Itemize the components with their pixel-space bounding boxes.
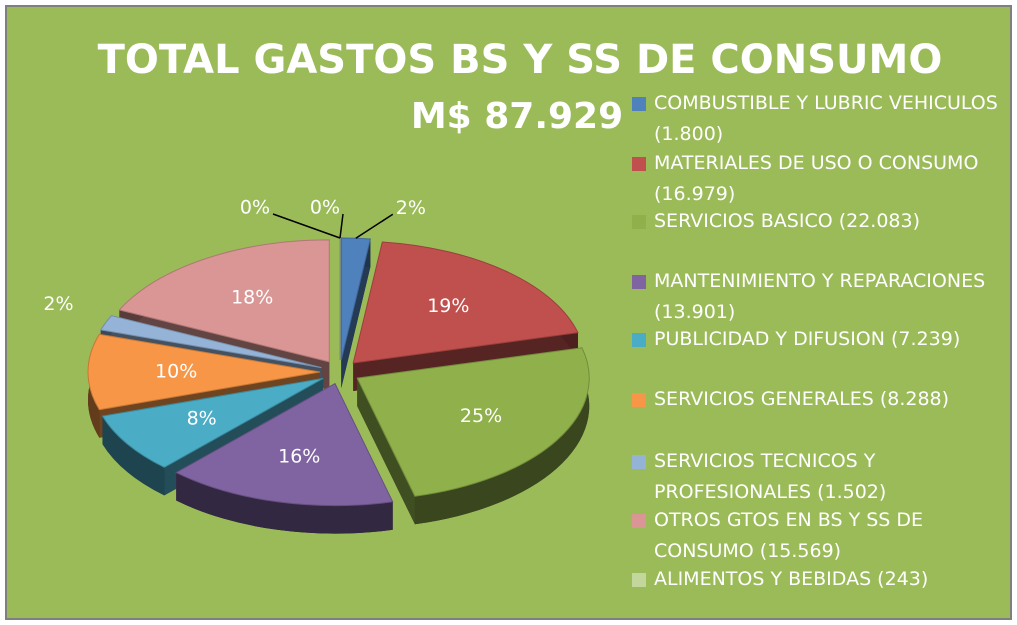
legend-entry: SERVICIOS GENERALES (8.288) [630, 384, 1005, 415]
legend-entry: ALIMENTOS Y BEBIDAS (243) [630, 564, 1005, 595]
legend-label: MATERIALES DE USO O CONSUMO (16.979) [654, 152, 979, 205]
legend-swatch [632, 455, 646, 469]
data-label: 2% [396, 197, 426, 219]
data-label: 0% [310, 197, 340, 219]
legend-swatch [632, 573, 646, 587]
chart-title: TOTAL GASTOS BS Y SS DE CONSUMO [98, 37, 943, 83]
legend-swatch [632, 97, 646, 111]
legend-entry: MANTENIMIENTO Y REPARACIONES (13.901) [630, 266, 1005, 328]
data-label: 19% [427, 295, 469, 317]
data-label: 10% [155, 361, 197, 383]
legend-label: ALIMENTOS Y BEBIDAS (243) [654, 568, 929, 590]
legend-swatch [632, 275, 646, 289]
legend-entry: SERVICIOS TECNICOS Y PROFESIONALES (1.50… [630, 446, 1005, 508]
data-label: 8% [187, 407, 217, 429]
legend-label: OTROS GTOS EN BS Y SS DE CONSUMO (15.569… [654, 509, 924, 562]
legend-label: SERVICIOS BASICO (22.083) [654, 210, 921, 232]
legend-entry: COMBUSTIBLE Y LUBRIC VEHICULOS (1.800) [630, 88, 1005, 150]
slice-group [175, 382, 394, 534]
legend-label: MANTENIMIENTO Y REPARACIONES (13.901) [654, 270, 986, 323]
data-label: 0% [240, 197, 270, 219]
legend-label: SERVICIOS GENERALES (8.288) [654, 388, 950, 410]
slice-cut [341, 238, 371, 389]
data-label: 18% [231, 287, 273, 309]
legend-swatch [632, 514, 646, 528]
legend-label: SERVICIOS TECNICOS Y PROFESIONALES (1.50… [654, 450, 887, 503]
data-label: 16% [278, 445, 320, 467]
slice [101, 377, 324, 468]
legend-entry: MATERIALES DE USO O CONSUMO (16.979) [630, 148, 1005, 210]
legend-label: COMBUSTIBLE Y LUBRIC VEHICULOS (1.800) [654, 92, 998, 145]
pie: 2% 19% 25% 16% 8% 10% 2% 18% 0% 0% [43, 197, 590, 534]
slice-side [414, 347, 590, 525]
slice-group [356, 347, 590, 525]
legend-label: PUBLICIDAD Y DIFUSION (7.239) [654, 328, 961, 350]
leader-line [272, 213, 341, 239]
leader-line [339, 213, 344, 239]
slice [175, 382, 394, 507]
legend-swatch [632, 215, 646, 229]
leader-line [355, 213, 394, 239]
legend-swatch [632, 333, 646, 347]
slice-cut [357, 378, 415, 525]
slice [99, 315, 322, 369]
slice [118, 239, 330, 363]
data-label: 2% [43, 293, 73, 315]
legend-entry: SERVICIOS BASICO (22.083) [630, 206, 1005, 237]
slice [340, 237, 371, 361]
legend-swatch [632, 157, 646, 171]
legend-swatch [632, 393, 646, 407]
slice [356, 347, 590, 497]
slice [352, 241, 579, 364]
legend-entry: PUBLICIDAD Y DIFUSION (7.239) [630, 324, 1005, 355]
slice-group [340, 237, 371, 389]
legend-entry: OTROS GTOS EN BS Y SS DE CONSUMO (15.569… [630, 505, 1005, 567]
slice [87, 333, 321, 411]
chart-subtitle: M$ 87.929 [411, 96, 623, 137]
data-label: 25% [460, 405, 502, 427]
